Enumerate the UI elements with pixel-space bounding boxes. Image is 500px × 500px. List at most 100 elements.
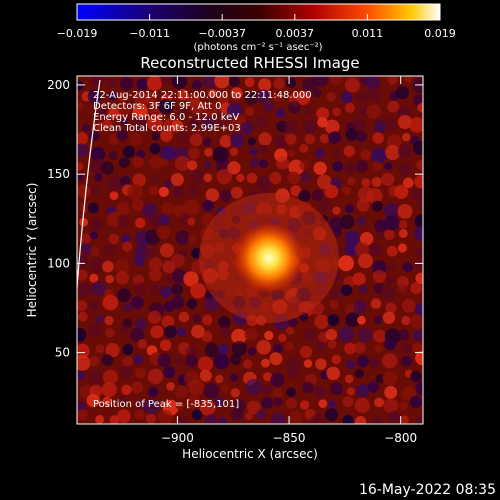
speckle-blob — [314, 148, 325, 159]
speckle-blob — [401, 315, 411, 326]
speckle-blob — [397, 243, 407, 253]
speckle-blob — [228, 76, 240, 87]
speckle-blob — [91, 186, 101, 197]
speckle-blob — [288, 100, 302, 114]
speckle-blob — [352, 272, 366, 286]
speckle-blob — [356, 130, 367, 142]
speckle-blob — [345, 312, 361, 328]
speckle-blob — [230, 408, 243, 421]
speckle-blob — [230, 87, 243, 100]
speckle-blob — [186, 298, 198, 309]
speckle-blob — [414, 260, 423, 270]
speckle-blob — [201, 116, 215, 130]
speckle-blob — [226, 103, 243, 119]
speckle-blob — [171, 283, 184, 296]
speckle-blob — [135, 217, 146, 229]
speckle-blob — [313, 161, 327, 175]
speckle-blob — [190, 99, 205, 115]
speckle-blob — [204, 342, 220, 358]
speckle-blob — [118, 157, 130, 169]
speckle-blob — [360, 149, 372, 161]
speckle-blob — [372, 132, 384, 144]
speckle-blob — [175, 357, 184, 366]
speckle-blob — [344, 342, 356, 355]
speckle-blob — [415, 272, 423, 284]
speckle-blob — [121, 234, 131, 243]
speckle-blob — [325, 119, 340, 135]
speckle-blob — [314, 385, 326, 398]
speckle-blob — [288, 317, 299, 328]
speckle-blob — [304, 134, 316, 145]
speckle-blob — [102, 119, 112, 129]
speckle-blob — [298, 189, 311, 202]
speckle-blob — [120, 117, 129, 127]
speckle-blob — [417, 199, 423, 211]
speckle-blob — [86, 393, 100, 408]
speckle-blob — [384, 229, 395, 240]
colorbar-tick-label: 0.0037 — [276, 27, 315, 40]
speckle-blob — [274, 135, 288, 149]
speckle-blob — [354, 416, 367, 424]
speckle-blob — [316, 341, 326, 351]
speckle-blob — [287, 149, 296, 158]
speckle-blob — [132, 156, 144, 168]
speckle-blob — [299, 400, 310, 410]
speckle-blob — [356, 91, 368, 103]
speckle-blob — [105, 274, 114, 284]
speckle-blob — [199, 369, 212, 382]
speckle-blob — [178, 311, 190, 323]
timestamp: 16-May-2022 08:35 — [358, 482, 496, 498]
speckle-blob — [309, 413, 326, 424]
speckle-blob — [177, 89, 189, 101]
speckle-blob — [148, 257, 163, 271]
speckle-blob — [284, 341, 294, 351]
speckle-blob — [94, 173, 103, 182]
speckle-blob — [77, 101, 84, 111]
info-block: 22-Aug-2014 22:11:00.000 to 22:11:48.000… — [93, 90, 312, 134]
speckle-blob — [90, 146, 106, 162]
speckle-blob — [357, 315, 366, 325]
speckle-blob — [342, 415, 354, 424]
speckle-blob — [133, 282, 148, 297]
speckle-blob — [77, 370, 86, 381]
speckle-blob — [204, 148, 214, 157]
speckle-blob — [233, 398, 246, 412]
speckle-blob — [381, 172, 395, 186]
speckle-blob — [95, 415, 105, 424]
speckle-blob — [187, 233, 197, 244]
speckle-blob — [77, 300, 87, 312]
speckle-blob — [117, 93, 127, 102]
speckle-blob — [370, 298, 382, 310]
speckle-blob — [107, 78, 118, 89]
speckle-blob — [100, 161, 115, 175]
speckle-blob — [116, 409, 131, 424]
speckle-blob — [122, 356, 134, 368]
speckle-blob — [296, 91, 311, 105]
speckle-blob — [137, 339, 148, 349]
speckle-blob — [214, 76, 230, 89]
speckle-blob — [303, 328, 317, 342]
speckle-blob — [345, 128, 359, 142]
y-axis-label: Heliocentric Y (arcsec) — [25, 183, 39, 318]
speckle-blob — [146, 115, 163, 131]
speckle-blob — [187, 217, 196, 226]
speckle-blob — [219, 135, 232, 148]
speckle-blob — [340, 214, 355, 229]
speckle-blob — [122, 241, 133, 252]
speckle-blob — [373, 416, 383, 424]
speckle-blob — [177, 415, 188, 424]
speckle-blob — [345, 204, 354, 214]
speckle-blob — [273, 397, 283, 407]
speckle-blob — [156, 225, 170, 240]
speckle-blob — [384, 215, 400, 231]
speckle-blob — [157, 410, 173, 424]
speckle-blob — [190, 168, 206, 184]
speckle-blob — [366, 187, 383, 204]
speckle-blob — [148, 268, 162, 282]
speckle-blob — [203, 173, 213, 183]
speckle-blob — [205, 414, 217, 424]
speckle-blob — [187, 184, 199, 196]
speckle-blob — [163, 325, 177, 339]
speckle-blob — [264, 330, 274, 341]
